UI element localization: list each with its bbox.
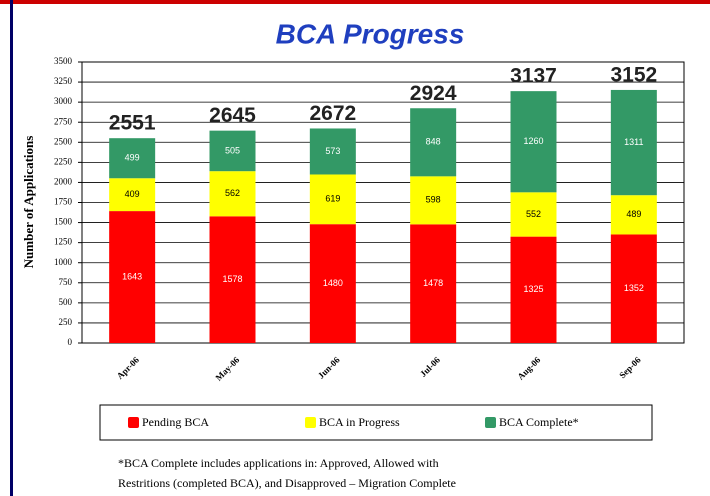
y-tick-label: 0 <box>68 337 73 347</box>
bar-segment <box>309 128 356 175</box>
bar-segment <box>510 192 557 237</box>
x-tick-label: Jun-06 <box>316 354 342 380</box>
data-label: 573 <box>325 146 340 156</box>
y-tick-label: 2500 <box>54 136 73 146</box>
data-label: 619 <box>325 194 340 204</box>
data-label: 1311 <box>624 137 643 147</box>
y-tick-label: 3000 <box>54 96 73 106</box>
bar-segment <box>610 89 657 196</box>
y-tick-label: 1000 <box>54 257 73 267</box>
footnote: Restritions (completed BCA), and Disappr… <box>118 476 456 490</box>
bar-segment <box>209 216 256 343</box>
y-tick-label: 2250 <box>54 156 73 166</box>
y-tick-label: 500 <box>59 297 73 307</box>
legend-swatch <box>305 417 316 428</box>
bar-segment <box>109 178 156 212</box>
data-label: 1643 <box>122 271 142 281</box>
bar-segment <box>309 174 356 225</box>
y-tick-label: 250 <box>59 317 73 327</box>
total-label: 3137 <box>510 65 557 88</box>
x-tick-label: May-06 <box>213 354 241 382</box>
x-tick-label: Apr-06 <box>115 354 142 381</box>
bar-segment <box>309 224 356 343</box>
total-label: 2645 <box>209 104 256 127</box>
data-label: 848 <box>426 137 441 147</box>
y-tick-label: 1500 <box>54 217 73 227</box>
x-tick-label: Sep-06 <box>617 354 643 380</box>
legend-label: BCA in Progress <box>319 415 400 429</box>
x-tick-label: Jul-06 <box>418 354 442 378</box>
data-label: 489 <box>626 209 641 219</box>
plot-border <box>81 61 685 344</box>
total-label: 2672 <box>309 102 356 125</box>
bar-segment <box>510 91 557 193</box>
data-label: 499 <box>125 153 140 163</box>
bar-segment <box>610 195 657 235</box>
top-rule <box>0 0 710 4</box>
y-tick-label: 3250 <box>54 76 73 86</box>
bar-segment <box>410 176 457 225</box>
y-axis-label: Number of Applications <box>21 136 36 269</box>
data-label: 1478 <box>423 278 443 288</box>
bar-segment <box>109 138 156 179</box>
legend-swatch <box>485 417 496 428</box>
left-rule <box>10 0 13 496</box>
legend-label: BCA Complete* <box>499 415 579 429</box>
total-label: 2551 <box>109 112 156 135</box>
legend-label: Pending BCA <box>142 415 209 429</box>
y-tick-label: 750 <box>59 277 73 287</box>
y-tick-label: 2750 <box>54 116 73 126</box>
footnote: *BCA Complete includes applications in: … <box>118 456 439 470</box>
data-label: 562 <box>225 188 240 198</box>
data-label: 505 <box>225 145 240 155</box>
y-tick-label: 1750 <box>54 197 73 207</box>
legend <box>99 404 653 441</box>
data-label: 552 <box>526 209 541 219</box>
bar-segment <box>209 171 256 217</box>
legend-swatch <box>128 417 139 428</box>
bar-segment <box>510 236 557 343</box>
data-label: 598 <box>426 195 441 205</box>
y-tick-label: 1250 <box>54 237 73 247</box>
data-label: 409 <box>125 189 140 199</box>
bar-segment <box>209 130 256 172</box>
data-label: 1578 <box>222 274 242 284</box>
bar-segment <box>610 234 657 343</box>
y-tick-label: 3500 <box>54 56 73 66</box>
total-label: 3152 <box>610 63 657 86</box>
bar-segment <box>410 108 457 177</box>
data-label: 1352 <box>624 283 644 293</box>
chart-title: BCA Progress <box>276 18 465 49</box>
y-tick-label: 2000 <box>54 176 73 186</box>
data-label: 1480 <box>323 278 343 288</box>
total-label: 2924 <box>410 82 457 105</box>
data-label: 1325 <box>523 284 543 294</box>
bar-segment <box>109 211 156 343</box>
data-label: 1260 <box>523 136 543 146</box>
x-tick-label: Aug-06 <box>515 354 542 381</box>
bar-segment <box>410 224 457 343</box>
